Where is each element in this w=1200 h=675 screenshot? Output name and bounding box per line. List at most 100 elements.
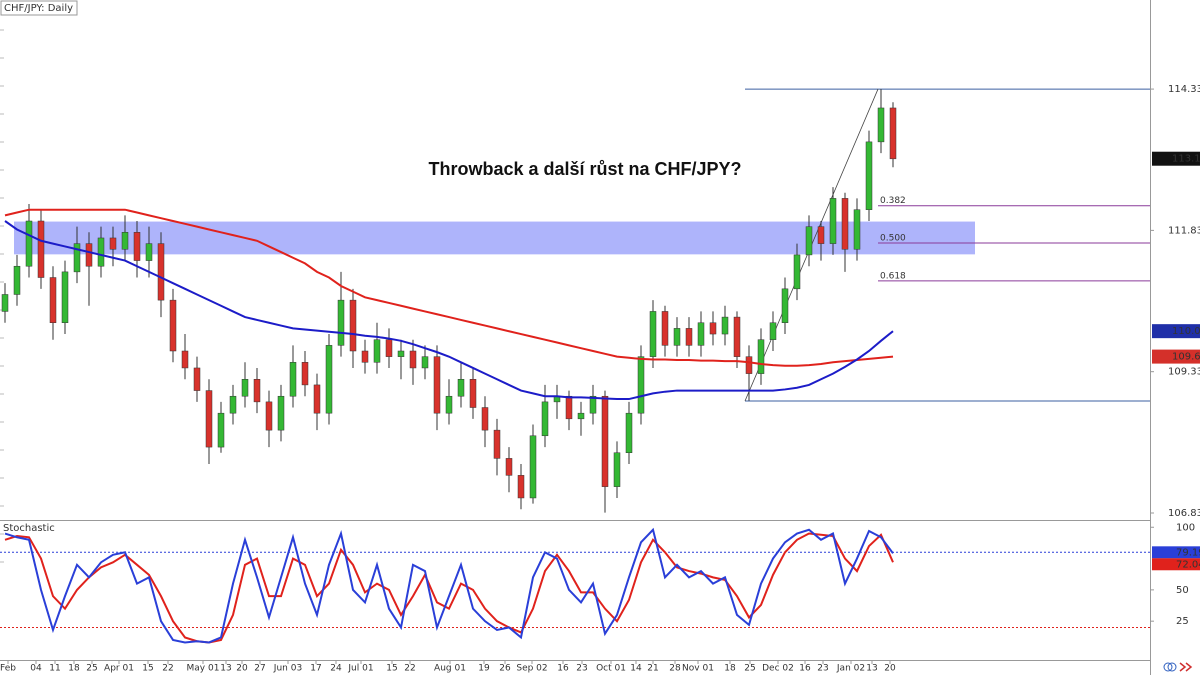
x-tick-label: 24 — [330, 664, 342, 674]
x-tick-label: 28 — [669, 664, 681, 674]
candle-body — [253, 379, 261, 403]
candle-body — [1, 294, 9, 312]
candle-body — [277, 395, 285, 431]
candle-body — [637, 356, 645, 414]
candle-body — [337, 299, 345, 346]
candle-body — [733, 316, 741, 357]
x-tick-label: May 01 — [187, 664, 220, 674]
icon[interactable] — [1167, 662, 1177, 672]
x-tick-label: 21 — [647, 664, 658, 674]
x-tick-label: 22 — [162, 664, 173, 674]
candle-body — [865, 141, 873, 210]
candle-body — [745, 356, 753, 374]
candle-body — [37, 220, 45, 278]
fib-label: 0.500 — [880, 234, 906, 244]
price-marker — [1152, 349, 1200, 364]
candle-body — [769, 322, 777, 340]
icon[interactable] — [1163, 662, 1173, 672]
candle-body — [421, 356, 429, 369]
candle-body — [73, 243, 81, 273]
candle-body — [349, 299, 357, 352]
icon[interactable] — [1179, 662, 1193, 672]
candle-body — [805, 226, 813, 256]
candle-body — [109, 237, 117, 250]
candle-body — [589, 395, 597, 414]
x-tick-label: Jan 02 — [836, 664, 865, 674]
x-tick-label: 22 — [404, 664, 415, 674]
candle-body — [529, 435, 537, 499]
candle-body — [661, 311, 669, 346]
stoch-y-tick-label: 100 — [1176, 522, 1195, 533]
fib-label: 0.618 — [880, 271, 906, 281]
moving-average — [4, 208, 894, 367]
title-box — [0, 0, 78, 16]
candle-body — [445, 395, 453, 414]
x-tick-label: 13 — [866, 664, 877, 674]
x-tick-label: 15 — [142, 664, 153, 674]
price-marker-label: 110.051 — [1172, 326, 1200, 337]
stoch-marker — [1152, 546, 1200, 559]
x-tick-label: 16 — [557, 664, 569, 674]
candle-body — [181, 350, 189, 369]
price-marker — [1152, 324, 1200, 339]
y-tick-label: 109.334 — [1168, 367, 1200, 378]
annotation: Throwback a další růst na CHF/JPY? — [428, 159, 741, 179]
candle-body — [541, 401, 549, 437]
stoch-y-tick-label: 50 — [1176, 585, 1189, 596]
x-tick-label: 13 — [220, 664, 231, 674]
candle-body — [13, 265, 21, 295]
stoch-marker-label: 72.04 — [1176, 559, 1200, 570]
candle-body — [409, 350, 417, 369]
y-tick-label: 114.334 — [1168, 84, 1200, 95]
x-tick-label: Nov 01 — [682, 664, 714, 674]
x-tick-label: Apr 01 — [104, 664, 134, 674]
candle-body — [133, 232, 141, 261]
stoch-marker-label: 79.19 — [1176, 547, 1200, 558]
x-tick-label: 20 — [236, 664, 248, 674]
candle-body — [673, 328, 681, 346]
x-tick-label: 19 — [478, 664, 490, 674]
candle-body — [469, 379, 477, 408]
candle-body — [565, 395, 573, 420]
candle-body — [685, 328, 693, 346]
candle-body — [601, 395, 609, 487]
candle-body — [229, 395, 237, 414]
x-tick-label: 17 — [310, 664, 321, 674]
candle-body — [781, 288, 789, 323]
x-tick-label: Feb — [0, 664, 16, 674]
candle-body — [313, 384, 321, 414]
candle-body — [97, 237, 105, 267]
candle-body — [757, 339, 765, 374]
x-tick-label: 14 — [630, 664, 642, 674]
candle-body — [709, 322, 717, 335]
indicator-title: Stochastic — [3, 523, 55, 534]
candle-body — [625, 412, 633, 453]
x-tick-label: 04 — [30, 664, 42, 674]
candle-body — [145, 243, 153, 261]
stoch-y-tick-label: 25 — [1176, 616, 1189, 627]
x-tick-label: 18 — [724, 664, 736, 674]
x-tick-label: Jul 01 — [347, 664, 373, 674]
candle-body — [361, 350, 369, 363]
candle-body — [817, 226, 825, 244]
x-tick-label: 11 — [49, 664, 60, 674]
x-tick-label: 23 — [817, 664, 828, 674]
y-tick-label: 106.834 — [1168, 508, 1200, 519]
candle-body — [505, 458, 513, 476]
candle-body — [61, 271, 69, 323]
x-tick-label: Dec 02 — [762, 664, 794, 674]
candle-body — [793, 254, 801, 290]
toolbar-icons[interactable] — [1163, 662, 1193, 672]
candle-body — [889, 107, 897, 160]
stoch-k — [4, 527, 894, 644]
price-marker-label: 113.102 — [1172, 154, 1200, 165]
candle-body — [697, 322, 705, 346]
candle-body — [205, 390, 213, 448]
x-tick-label: 25 — [744, 664, 755, 674]
x-tick-label: Aug 01 — [434, 664, 466, 674]
candle-body — [289, 362, 297, 397]
candle-body — [385, 339, 393, 357]
